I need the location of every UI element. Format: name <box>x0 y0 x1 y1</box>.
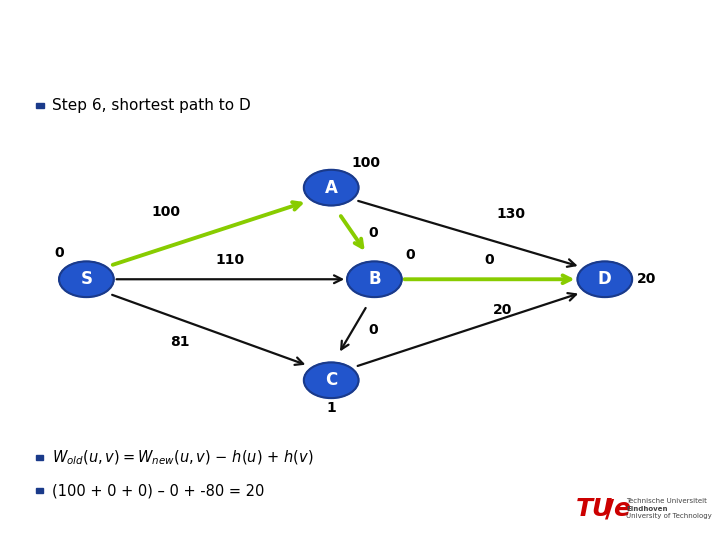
Text: 100: 100 <box>351 156 380 170</box>
Text: 0: 0 <box>368 323 378 337</box>
Circle shape <box>59 261 114 297</box>
Text: C: C <box>325 372 338 389</box>
Circle shape <box>577 261 632 297</box>
Polygon shape <box>619 0 720 70</box>
Text: 0: 0 <box>54 246 64 260</box>
FancyArrowPatch shape <box>405 275 570 283</box>
Text: D: D <box>598 270 612 288</box>
Circle shape <box>347 261 402 297</box>
Circle shape <box>304 362 359 398</box>
Bar <box>36 488 43 493</box>
FancyArrowPatch shape <box>359 201 575 267</box>
Text: 0: 0 <box>485 253 495 267</box>
Text: TU: TU <box>576 497 613 522</box>
Text: (100 + 0 + 0) – 0 + -80 = 20: (100 + 0 + 0) – 0 + -80 = 20 <box>52 483 264 498</box>
Text: 110: 110 <box>216 253 245 267</box>
Text: A: A <box>325 179 338 197</box>
Text: 130: 130 <box>497 207 526 221</box>
Text: 100: 100 <box>151 205 180 219</box>
Bar <box>36 103 43 108</box>
FancyArrowPatch shape <box>358 293 576 366</box>
FancyArrowPatch shape <box>341 308 366 349</box>
FancyArrowPatch shape <box>112 295 303 365</box>
Polygon shape <box>670 0 720 45</box>
Text: 0: 0 <box>405 248 415 262</box>
FancyArrowPatch shape <box>117 275 342 283</box>
Text: 20: 20 <box>637 272 656 286</box>
Text: /: / <box>605 497 614 522</box>
Text: 81: 81 <box>170 334 190 348</box>
Text: e: e <box>613 497 631 522</box>
Circle shape <box>304 170 359 206</box>
Text: Eindhoven: Eindhoven <box>626 505 668 511</box>
Text: 20: 20 <box>493 303 512 317</box>
Text: B: B <box>368 270 381 288</box>
Text: S: S <box>81 270 92 288</box>
Text: 1: 1 <box>326 401 336 415</box>
FancyArrowPatch shape <box>113 202 301 265</box>
FancyArrowPatch shape <box>341 216 362 247</box>
Text: Technische Universiteit: Technische Universiteit <box>626 498 707 504</box>
Text: Johnson’s Algorithm: Johnson’s Algorithm <box>13 19 377 51</box>
Text: Step 6, shortest path to D: Step 6, shortest path to D <box>52 98 251 113</box>
Text: 0: 0 <box>368 226 378 240</box>
Text: University of Technology: University of Technology <box>626 513 712 519</box>
Text: $W_{old}(u, v) = W_{new}(u, v)\ \mathregular{-}\ h(u)\ \mathregular{+}\ h(v)$: $W_{old}(u, v) = W_{new}(u, v)\ \mathreg… <box>52 449 313 467</box>
Bar <box>36 455 43 460</box>
